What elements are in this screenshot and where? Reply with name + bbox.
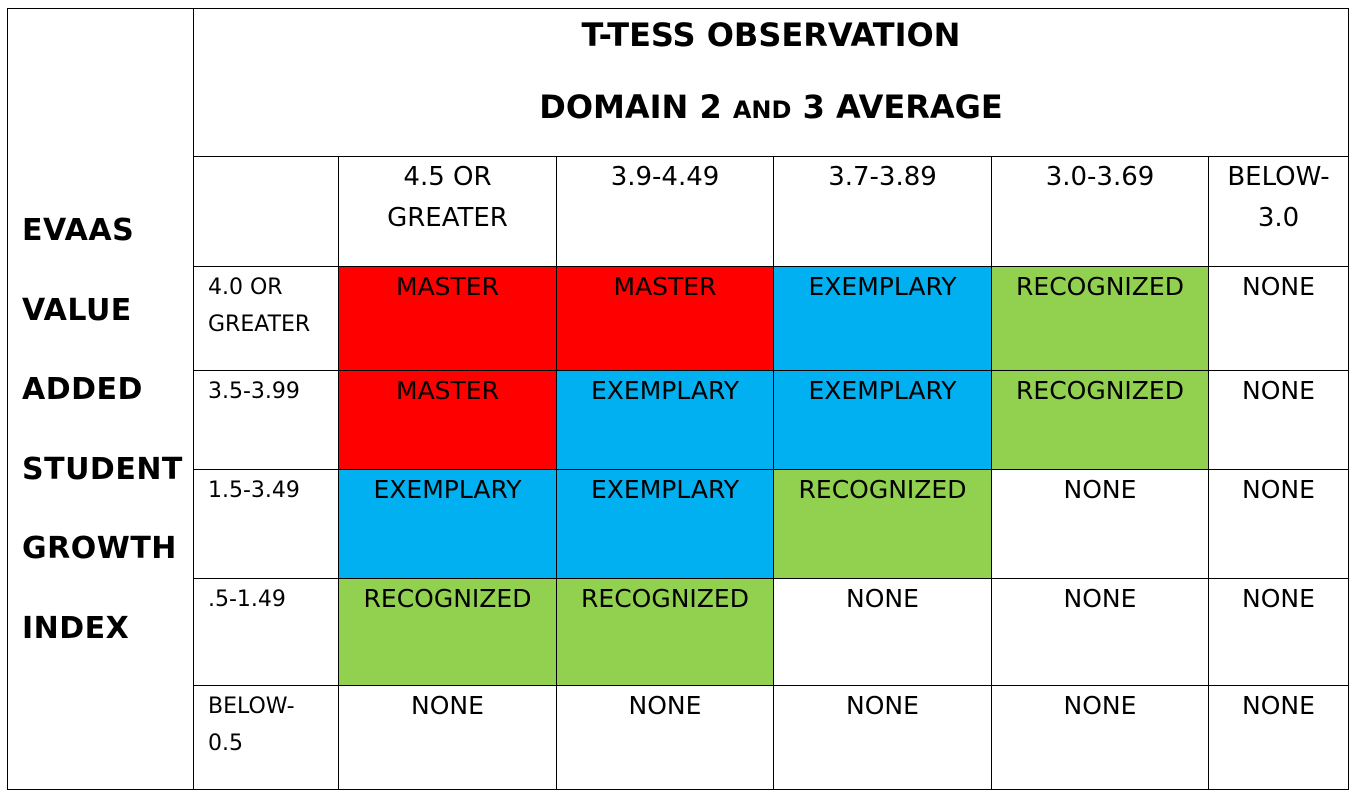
row-header: BELOW- 0.5	[193, 685, 339, 790]
table-row: 3.5-3.99 MASTER EXEMPLARY EXEMPLARY RECOGNIZ…	[8, 370, 1349, 470]
axis-word: ADDED	[22, 372, 143, 407]
row-header: 3.5-3.99	[193, 370, 339, 470]
corner-cell	[193, 156, 339, 267]
column-header-line: 4.5 OR	[403, 162, 492, 192]
designation-cell: EXEMPLARY	[556, 370, 774, 470]
table-row: 4.0 OR GREATER MASTER MASTER EXEMPLARY RECOGN…	[8, 266, 1349, 371]
column-header-line: BELOW-	[1227, 162, 1330, 192]
row-header: 1.5-3.49	[193, 469, 339, 579]
designation-cell: RECOGNIZED	[556, 578, 774, 686]
designation-cell: NONE	[991, 469, 1209, 579]
designation-cell: NONE	[338, 685, 557, 790]
designation-cell: EXEMPLARY	[338, 469, 557, 579]
designation-cell: MASTER	[556, 266, 774, 371]
axis-word: GROWTH	[22, 531, 177, 566]
title-line-2-part-b: 3 AVERAGE	[791, 88, 1003, 126]
designation-cell: MASTER	[338, 370, 557, 470]
axis-word: VALUE	[22, 292, 132, 328]
row-header-line: BELOW-	[208, 694, 295, 719]
row-header-line: .5-1.49	[208, 587, 286, 612]
axis-word: INDEX	[22, 610, 130, 646]
table-row: BELOW- 0.5 NONE NONE NONE NONE NONE	[8, 685, 1349, 790]
row-header-line: 3.5-3.99	[208, 379, 300, 404]
designation-cell: NONE	[991, 685, 1209, 790]
designation-cell: NONE	[1208, 685, 1349, 790]
designation-cell: NONE	[1208, 370, 1349, 470]
title-line-2: DOMAIN 2 AND 3 AVERAGE	[195, 87, 1348, 130]
designation-cell: NONE	[991, 578, 1209, 686]
designation-matrix: EVAAS VALUE ADDED STUDENT GROWTH INDEX T…	[7, 8, 1349, 790]
column-header-line: 3.9-4.49	[610, 162, 720, 192]
column-header-line: GREATER	[387, 203, 508, 233]
designation-cell: NONE	[1208, 469, 1349, 579]
designation-cell: NONE	[773, 578, 992, 686]
column-header-line: 3.0-3.69	[1045, 162, 1155, 192]
designation-cell: EXEMPLARY	[773, 370, 992, 470]
row-header: .5-1.49	[193, 578, 339, 686]
evaas-axis-label: EVAAS VALUE ADDED STUDENT GROWTH INDEX	[7, 8, 194, 790]
designation-cell: RECOGNIZED	[991, 370, 1209, 470]
column-header: 4.5 OR GREATER	[338, 156, 557, 267]
row-header-line: 1.5-3.49	[208, 478, 300, 503]
row-header: 4.0 OR GREATER	[193, 266, 339, 371]
designation-cell: NONE	[1208, 578, 1349, 686]
designation-cell: MASTER	[338, 266, 557, 371]
title-line-1: T-TESS OBSERVATION	[581, 16, 961, 54]
column-header-line: 3.0	[1257, 203, 1300, 233]
column-header: 3.7-3.89	[773, 156, 992, 267]
designation-cell: RECOGNIZED	[338, 578, 557, 686]
axis-word: EVAAS	[22, 213, 135, 248]
designation-cell: NONE	[773, 685, 992, 790]
designation-cell: EXEMPLARY	[556, 469, 774, 579]
designation-cell: NONE	[556, 685, 774, 790]
title-line-2-small: AND	[732, 96, 792, 124]
row-header-line: 4.0 OR	[208, 275, 283, 300]
table-row: .5-1.49 RECOGNIZED RECOGNIZED NONE NONE NONE	[8, 578, 1349, 686]
row-header-line: GREATER	[208, 312, 311, 337]
title-line-2-part-a: DOMAIN 2	[539, 88, 733, 126]
designation-cell: NONE	[1208, 266, 1349, 371]
designation-cell: EXEMPLARY	[773, 266, 992, 371]
row-header-line: 0.5	[208, 731, 243, 756]
column-header: 3.0-3.69	[991, 156, 1209, 267]
axis-word: STUDENT	[22, 451, 183, 487]
table-title: T-TESS OBSERVATION DOMAIN 2 AND 3 AVERAG…	[193, 8, 1349, 157]
column-header: 3.9-4.49	[556, 156, 774, 267]
column-header-line: 3.7-3.89	[828, 162, 937, 192]
column-header: BELOW- 3.0	[1208, 156, 1349, 267]
column-header-row: 4.5 OR GREATER 3.9-4.49 3.7-3.89 3.0-3.69 BEL…	[8, 156, 1349, 267]
designation-cell: RECOGNIZED	[773, 469, 992, 579]
table-row: 1.5-3.49 EXEMPLARY EXEMPLARY RECOGNIZED NONE…	[8, 469, 1349, 579]
designation-cell: RECOGNIZED	[991, 266, 1209, 371]
